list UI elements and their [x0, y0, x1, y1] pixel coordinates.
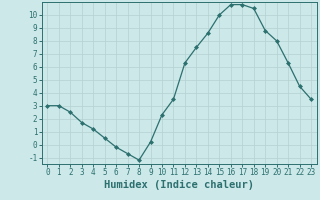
- X-axis label: Humidex (Indice chaleur): Humidex (Indice chaleur): [104, 180, 254, 190]
